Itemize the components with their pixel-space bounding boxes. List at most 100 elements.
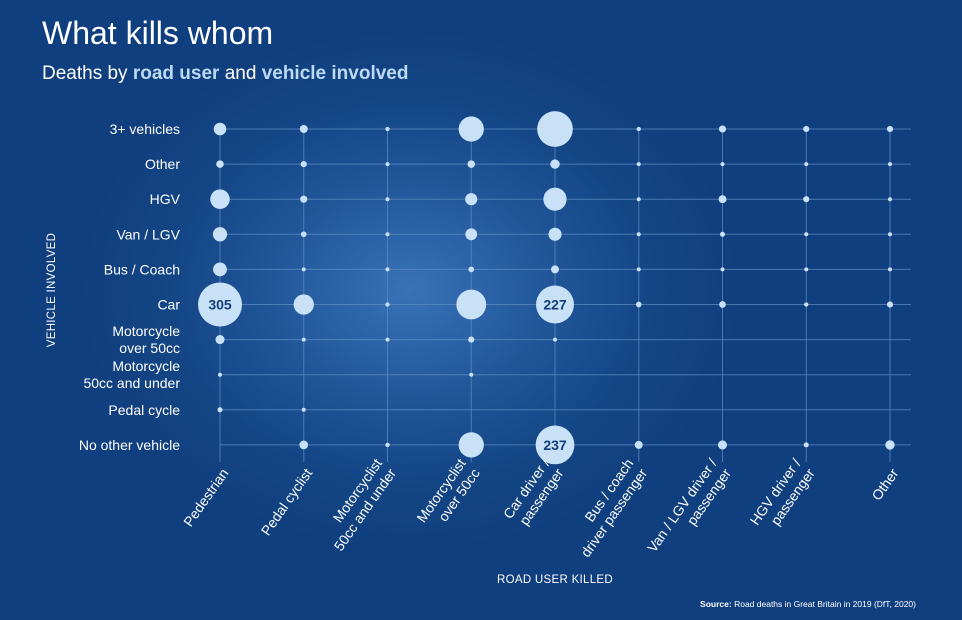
x-tick-label: HGV driver /passenger: [747, 455, 818, 537]
bubble: [536, 285, 574, 324]
bubble: [218, 372, 222, 377]
bubble: [216, 160, 224, 168]
bubble: [636, 267, 641, 272]
bubble: [300, 195, 308, 203]
y-tick-label: Motorcycle over 50cc: [112, 323, 180, 356]
bubble: [385, 302, 390, 307]
bubble: [469, 372, 474, 377]
subtitle-middle: and: [225, 63, 257, 84]
bubble: [217, 407, 223, 413]
bubble: [886, 301, 894, 308]
bubble: [636, 126, 641, 132]
bubble: [888, 162, 892, 167]
bubble-value-label: 237: [543, 437, 567, 453]
bubble: [301, 267, 306, 272]
bubble: [636, 232, 641, 237]
bubble: [212, 227, 228, 242]
subtitle-prefix: Deaths by: [42, 63, 128, 84]
bubble: [886, 125, 894, 133]
bubble: [803, 442, 809, 448]
x-axis-title: ROAD USER KILLED: [497, 574, 613, 586]
source-text: Road deaths in Great Britain in 2019 (Df…: [734, 599, 916, 609]
y-tick-label: Bus / Coach: [104, 261, 180, 277]
bubble: [468, 336, 475, 343]
source-label: Source:: [700, 599, 732, 609]
bubble: [803, 125, 810, 133]
y-tick-label: No other vehicle: [79, 437, 180, 453]
bubble: [888, 197, 892, 202]
bubble: [720, 162, 725, 167]
bubble: [804, 302, 809, 307]
bubble: [465, 228, 478, 241]
bubble: [385, 162, 390, 167]
bubble: [300, 161, 307, 168]
bubble: [301, 407, 306, 412]
bubble: [465, 193, 478, 206]
bubble: [719, 301, 726, 308]
bubble: [719, 231, 726, 237]
bubble: [720, 267, 725, 272]
source-note: Source: Road deaths in Great Britain in …: [700, 599, 916, 609]
bubble: [299, 125, 308, 133]
bubble: [301, 337, 306, 342]
bubble: [213, 122, 227, 136]
bubble: [551, 265, 559, 274]
bubble: [634, 440, 643, 449]
bubble: [385, 197, 390, 202]
bubble: [888, 267, 892, 272]
bubble: [467, 160, 476, 168]
subtitle-highlight-road-user: road user: [133, 63, 220, 84]
subtitle-highlight-vehicle: vehicle involved: [262, 63, 409, 84]
bubble: [553, 337, 557, 342]
bubble: [215, 335, 225, 345]
bubble: [636, 162, 641, 167]
y-tick-label: HGV: [150, 191, 181, 207]
bubble: [385, 337, 390, 342]
bubble: [213, 262, 227, 277]
bubble: [458, 116, 484, 142]
bubble: [458, 432, 484, 458]
bubble: [198, 282, 242, 327]
bubble: [717, 440, 728, 450]
bubble: [803, 196, 810, 203]
bubble-value-label: 305: [208, 297, 232, 313]
bubble: [885, 440, 895, 450]
bubble: [210, 189, 230, 209]
bubble: [718, 195, 727, 204]
bubble: [299, 440, 309, 450]
bubble: [385, 232, 390, 237]
bubble: [537, 111, 573, 147]
bubble: [718, 125, 727, 133]
y-tick-label: Car: [157, 297, 180, 313]
bubble: [300, 231, 307, 238]
bubble: [550, 159, 560, 169]
bubble: [804, 267, 809, 272]
bubble: [635, 301, 642, 308]
bubble: [535, 425, 575, 465]
bubble: [636, 197, 641, 202]
x-tick-label: Pedestrian: [180, 465, 232, 529]
bubble: [468, 266, 475, 273]
y-tick-label: 3+ vehicles: [110, 121, 180, 137]
x-tick-label: Other: [868, 465, 901, 503]
x-tick-label: Motorcyclistover 50cc: [413, 456, 482, 536]
x-axis-tick-labels: Pedestrian Pedal cyclist Motorcyclist50cc …: [180, 455, 902, 564]
chart-subtitle: Deaths by road user and vehicle involved: [42, 63, 408, 84]
bubble: [385, 126, 390, 132]
bubble: [543, 187, 567, 211]
x-tick-label: Car driver /passenger: [500, 455, 567, 531]
x-tick-label: Bus / coachdriver passenger: [563, 455, 650, 560]
bubble: [804, 162, 809, 167]
y-tick-label: Motorcycle 50cc and under: [83, 358, 180, 391]
x-tick-label: Pedal cyclist: [258, 465, 316, 538]
bubble-value-label: 227: [543, 297, 567, 313]
y-axis-tick-labels: 3+ vehicles Other HGV Van / LGV Bus / Coach C…: [79, 121, 181, 453]
y-tick-label: Pedal cycle: [108, 402, 180, 418]
bubble: [385, 442, 390, 448]
bubble: [888, 232, 892, 237]
bubbles: 305 227 237: [198, 111, 895, 465]
y-axis-title: VEHICLE INVOLVED: [46, 233, 58, 348]
x-tick-label: Van / LGV driver /passenger: [644, 455, 734, 564]
y-tick-label: Other: [145, 156, 180, 172]
